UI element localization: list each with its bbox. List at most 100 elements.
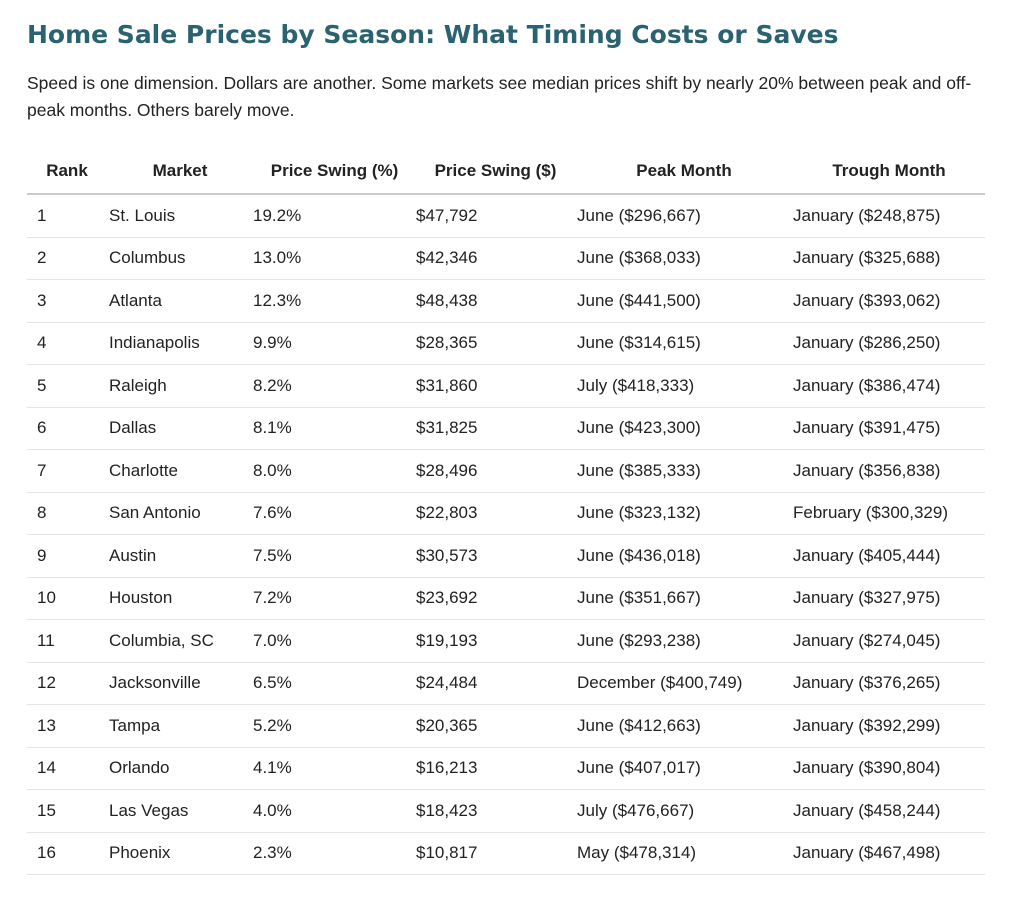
table-row: 6 Dallas 8.1% $31,825 June ($423,300) January… [27, 407, 985, 450]
peak-month-cell: June ($314,615) [575, 322, 793, 365]
price-swing-usd-cell: $28,365 [416, 322, 575, 365]
price-swing-usd-cell: $28,496 [416, 449, 575, 493]
rank-cell: 9 [27, 534, 107, 578]
price-swing-pct-cell: 19.2% [253, 194, 416, 238]
table-row: 12 Jacksonville 6.5% $24,484 December ($400,… [27, 662, 985, 705]
table-row: 8 San Antonio 7.6% $22,803 June ($323,132) Fe… [27, 492, 985, 535]
price-swing-usd-cell: $10,817 [416, 832, 575, 875]
price-swing-usd-cell: $30,573 [416, 534, 575, 578]
price-swing-pct-cell: 7.0% [253, 619, 416, 663]
market-cell: Columbus [107, 237, 253, 280]
price-swing-usd-cell: $31,860 [416, 364, 575, 408]
intro-paragraph: Speed is one dimension. Dollars are anot… [27, 73, 972, 120]
market-cell: Dallas [107, 407, 253, 450]
trough-month-cell: January ($325,688) [793, 237, 985, 280]
rank-cell: 14 [27, 747, 107, 790]
price-swing-pct-cell: 12.3% [253, 279, 416, 323]
table-row: 15 Las Vegas 4.0% $18,423 July ($476,667) Jan… [27, 789, 985, 833]
price-swing-usd-cell: $47,792 [416, 194, 575, 238]
peak-month-cell: June ($293,238) [575, 619, 793, 663]
page-title: Home Sale Prices by Season: What Timing … [27, 20, 839, 49]
header-rank: Rank [27, 149, 107, 195]
trough-month-cell: January ($393,062) [793, 279, 985, 323]
price-swing-pct-cell: 7.6% [253, 492, 416, 535]
table-body: 1 St. Louis 19.2% $47,792 June ($296,667) Jan… [27, 194, 985, 875]
table-row: 11 Columbia, SC 7.0% $19,193 June ($293,238)… [27, 619, 985, 663]
table-row: 2 Columbus 13.0% $42,346 June ($368,033) Janu… [27, 237, 985, 280]
market-cell: St. Louis [107, 194, 253, 238]
rank-cell: 13 [27, 704, 107, 748]
price-swing-pct-cell: 2.3% [253, 832, 416, 875]
price-swing-usd-cell: $23,692 [416, 577, 575, 620]
trough-month-cell: January ($392,299) [793, 704, 985, 748]
price-swing-usd-cell: $16,213 [416, 747, 575, 790]
price-swing-usd-cell: $20,365 [416, 704, 575, 748]
rank-cell: 2 [27, 237, 107, 280]
table-row: 1 St. Louis 19.2% $47,792 June ($296,667) Jan… [27, 194, 985, 238]
peak-month-cell: June ($323,132) [575, 492, 793, 535]
peak-month-cell: December ($400,749) [575, 662, 793, 705]
peak-month-cell: May ($478,314) [575, 832, 793, 875]
table-row: 13 Tampa 5.2% $20,365 June ($412,663) January… [27, 704, 985, 748]
trough-month-cell: January ($286,250) [793, 322, 985, 365]
trough-month-cell: January ($248,875) [793, 194, 985, 238]
table-row: 10 Houston 7.2% $23,692 June ($351,667) Janua… [27, 577, 985, 620]
rank-cell: 16 [27, 832, 107, 875]
trough-month-cell: January ($376,265) [793, 662, 985, 705]
header-price-swing-usd: Price Swing ($) [416, 149, 575, 195]
rank-cell: 3 [27, 279, 107, 323]
trough-month-cell: January ($327,975) [793, 577, 985, 620]
price-swing-pct-cell: 5.2% [253, 704, 416, 748]
price-swing-pct-cell: 4.0% [253, 789, 416, 833]
price-swing-pct-cell: 4.1% [253, 747, 416, 790]
price-swing-table: Rank Market Price Swing (%) Price Swing … [27, 149, 985, 875]
peak-month-cell: June ($423,300) [575, 407, 793, 450]
market-cell: Atlanta [107, 279, 253, 323]
price-swing-pct-cell: 9.9% [253, 322, 416, 365]
rank-cell: 5 [27, 364, 107, 408]
header-trough-month: Trough Month [793, 149, 985, 195]
market-cell: Orlando [107, 747, 253, 790]
price-swing-usd-cell: $18,423 [416, 789, 575, 833]
peak-month-cell: June ($441,500) [575, 279, 793, 323]
price-swing-pct-cell: 6.5% [253, 662, 416, 705]
price-swing-usd-cell: $22,803 [416, 492, 575, 535]
market-cell: Columbia, SC [107, 619, 253, 663]
market-cell: San Antonio [107, 492, 253, 535]
market-cell: Houston [107, 577, 253, 620]
market-cell: Las Vegas [107, 789, 253, 833]
price-swing-usd-cell: $24,484 [416, 662, 575, 705]
header-peak-month: Peak Month [575, 149, 793, 195]
table-row: 14 Orlando 4.1% $16,213 June ($407,017) Janua… [27, 747, 985, 790]
peak-month-cell: June ($436,018) [575, 534, 793, 578]
market-cell: Austin [107, 534, 253, 578]
market-cell: Phoenix [107, 832, 253, 875]
trough-month-cell: January ($391,475) [793, 407, 985, 450]
market-cell: Indianapolis [107, 322, 253, 365]
rank-cell: 8 [27, 492, 107, 535]
rank-cell: 12 [27, 662, 107, 705]
trough-month-cell: January ($356,838) [793, 449, 985, 493]
price-swing-usd-cell: $42,346 [416, 237, 575, 280]
peak-month-cell: June ($296,667) [575, 194, 793, 238]
price-swing-pct-cell: 7.2% [253, 577, 416, 620]
market-cell: Raleigh [107, 364, 253, 408]
trough-month-cell: January ($274,045) [793, 619, 985, 663]
price-swing-pct-cell: 7.5% [253, 534, 416, 578]
rank-cell: 10 [27, 577, 107, 620]
table-row: 4 Indianapolis 9.9% $28,365 June ($314,615) J… [27, 322, 985, 365]
price-swing-usd-cell: $48,438 [416, 279, 575, 323]
trough-month-cell: January ($458,244) [793, 789, 985, 833]
rank-cell: 1 [27, 194, 107, 238]
price-swing-pct-cell: 8.0% [253, 449, 416, 493]
peak-month-cell: June ($351,667) [575, 577, 793, 620]
market-cell: Jacksonville [107, 662, 253, 705]
price-swing-usd-cell: $19,193 [416, 619, 575, 663]
table-row: 9 Austin 7.5% $30,573 June ($436,018) January… [27, 534, 985, 578]
peak-month-cell: June ($368,033) [575, 237, 793, 280]
table-row: 16 Phoenix 2.3% $10,817 May ($478,314) Januar… [27, 832, 985, 875]
price-swing-pct-cell: 13.0% [253, 237, 416, 280]
table-row: 7 Charlotte 8.0% $28,496 June ($385,333) Janu… [27, 449, 985, 493]
peak-month-cell: July ($476,667) [575, 789, 793, 833]
rank-cell: 11 [27, 619, 107, 663]
